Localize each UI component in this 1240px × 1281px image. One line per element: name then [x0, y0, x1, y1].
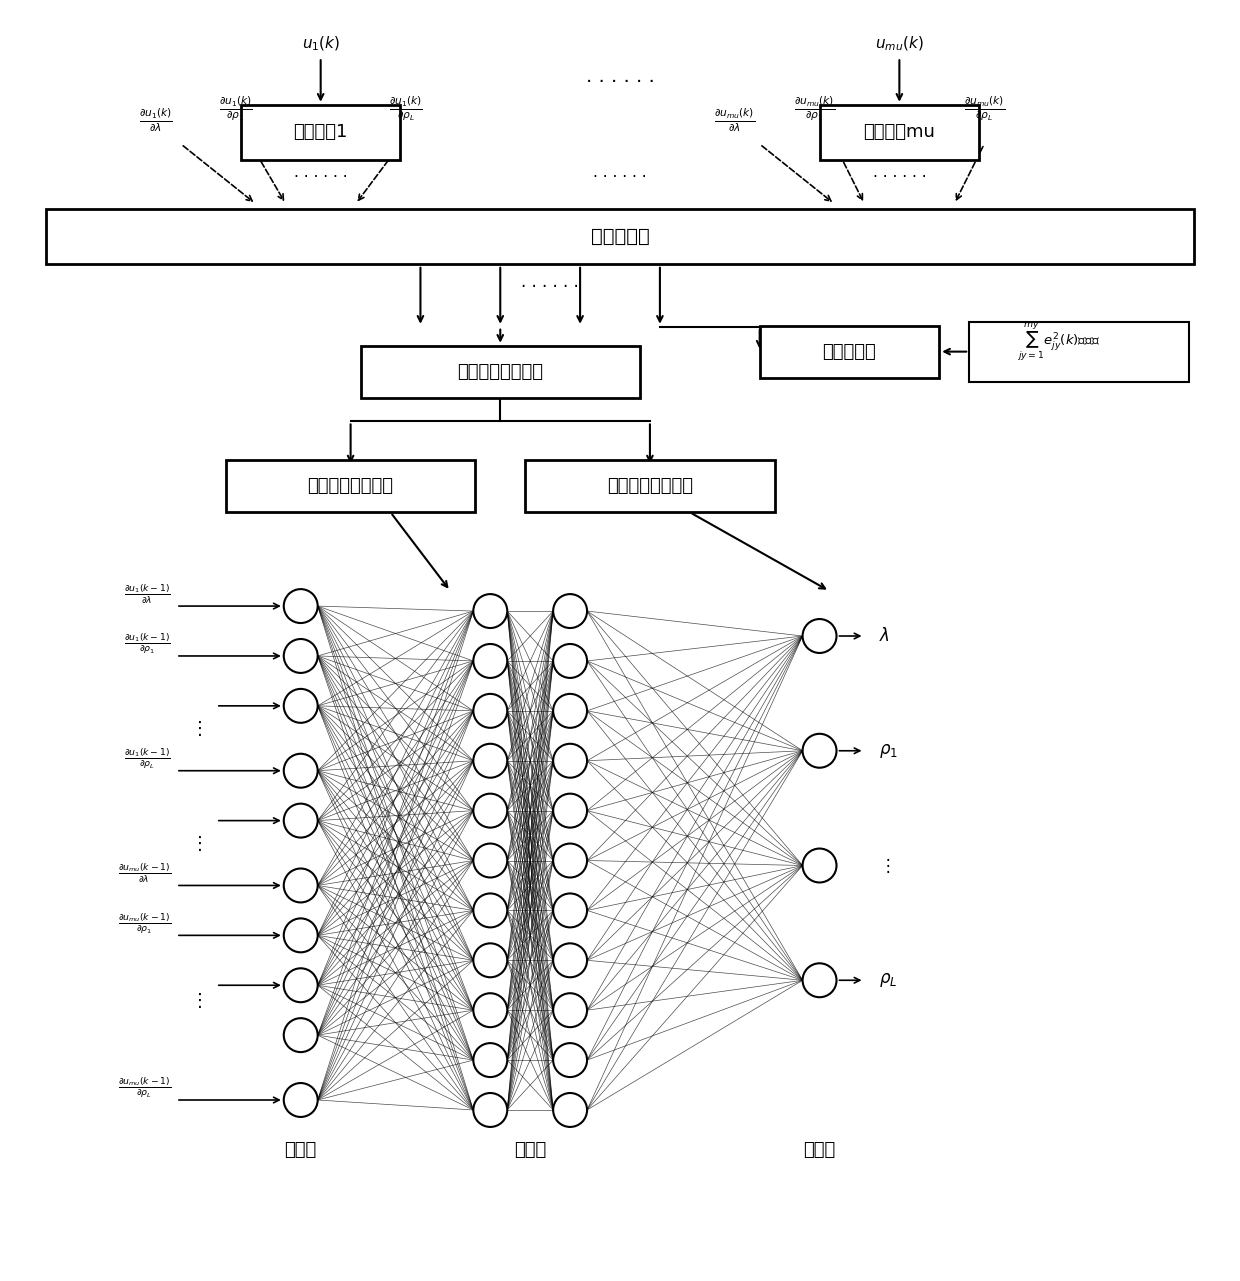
Text: $\vdots$: $\vdots$ — [190, 990, 202, 1009]
Circle shape — [474, 844, 507, 877]
Text: $\sum_{jy=1}^{my} e_{jy}^2(k)$最小化: $\sum_{jy=1}^{my} e_{jy}^2(k)$最小化 — [1018, 320, 1101, 363]
Circle shape — [553, 794, 587, 828]
Circle shape — [553, 1093, 587, 1127]
Circle shape — [474, 1043, 507, 1077]
Circle shape — [553, 993, 587, 1027]
Text: $\rho_L$: $\rho_L$ — [879, 971, 898, 989]
Circle shape — [802, 619, 837, 653]
Circle shape — [284, 869, 317, 902]
Text: $\frac{\partial u_1(k-1)}{\partial \rho_1}$: $\frac{\partial u_1(k-1)}{\partial \rho_… — [124, 632, 171, 656]
Text: 梯度信息mu: 梯度信息mu — [863, 123, 935, 141]
Text: · · · · · ·: · · · · · · — [521, 278, 579, 296]
Text: 梯度信息集: 梯度信息集 — [590, 227, 650, 246]
Text: $\frac{\partial u_{mu}(k)}{\partial \rho_L}$: $\frac{\partial u_{mu}(k)}{\partial \rho… — [963, 95, 1004, 123]
Circle shape — [553, 1043, 587, 1077]
Text: 输出层: 输出层 — [804, 1141, 836, 1159]
Circle shape — [474, 594, 507, 628]
Text: $\frac{\partial u_{mu}(k)}{\partial \lambda}$: $\frac{\partial u_{mu}(k)}{\partial \lam… — [714, 106, 755, 135]
Circle shape — [284, 1018, 317, 1052]
Circle shape — [474, 993, 507, 1027]
Circle shape — [284, 589, 317, 623]
Text: $\frac{\partial u_1(k)}{\partial \lambda}$: $\frac{\partial u_1(k)}{\partial \lambda… — [139, 106, 172, 135]
Text: $u_{mu}(k)$: $u_{mu}(k)$ — [875, 35, 924, 54]
Text: $\frac{\partial u_1(k)}{\partial \rho_1}$: $\frac{\partial u_1(k)}{\partial \rho_1}… — [219, 95, 253, 123]
Text: 输入层: 输入层 — [285, 1141, 317, 1159]
FancyBboxPatch shape — [46, 209, 1194, 264]
Circle shape — [553, 644, 587, 678]
Circle shape — [802, 963, 837, 997]
Text: $\frac{\partial u_1(k)}{\partial \rho_L}$: $\frac{\partial u_1(k)}{\partial \rho_L}… — [388, 95, 423, 123]
Circle shape — [284, 639, 317, 673]
Text: $\frac{\partial u_{mu}(k)}{\partial \rho_1}$: $\frac{\partial u_{mu}(k)}{\partial \rho… — [794, 95, 835, 123]
Text: 系统误差反向传播: 系统误差反向传播 — [458, 363, 543, 380]
Circle shape — [474, 744, 507, 778]
Text: $\frac{\partial u_{mu}(k-1)}{\partial \rho_1}$: $\frac{\partial u_{mu}(k-1)}{\partial \r… — [118, 911, 171, 936]
Text: $\lambda$: $\lambda$ — [879, 626, 890, 646]
FancyBboxPatch shape — [970, 322, 1189, 382]
Circle shape — [284, 968, 317, 1002]
Circle shape — [284, 918, 317, 952]
Text: 更新输出层权系数: 更新输出层权系数 — [606, 478, 693, 496]
Circle shape — [284, 753, 317, 788]
Circle shape — [284, 689, 317, 722]
Text: · · · · · ·: · · · · · · — [294, 169, 347, 184]
Circle shape — [553, 744, 587, 778]
Circle shape — [802, 734, 837, 767]
Text: $\vdots$: $\vdots$ — [879, 856, 890, 875]
Circle shape — [474, 644, 507, 678]
FancyBboxPatch shape — [526, 460, 775, 512]
Circle shape — [553, 594, 587, 628]
Text: 更新隐含层权系数: 更新隐含层权系数 — [308, 478, 393, 496]
Text: $\rho_1$: $\rho_1$ — [879, 742, 898, 760]
Text: 梯度信息1: 梯度信息1 — [294, 123, 348, 141]
FancyBboxPatch shape — [361, 346, 640, 397]
FancyBboxPatch shape — [241, 105, 401, 160]
Text: $\frac{\partial u_{mu}(k-1)}{\partial \rho_L}$: $\frac{\partial u_{mu}(k-1)}{\partial \r… — [118, 1076, 171, 1100]
Text: $\frac{\partial u_1(k-1)}{\partial \rho_L}$: $\frac{\partial u_1(k-1)}{\partial \rho_… — [124, 747, 171, 771]
Circle shape — [474, 1093, 507, 1127]
Text: 梯度下降法: 梯度下降法 — [822, 342, 877, 361]
Text: $u_1(k)$: $u_1(k)$ — [301, 35, 340, 54]
FancyBboxPatch shape — [760, 325, 939, 378]
Circle shape — [553, 943, 587, 977]
FancyBboxPatch shape — [820, 105, 980, 160]
Circle shape — [553, 844, 587, 877]
Circle shape — [284, 803, 317, 838]
Circle shape — [553, 893, 587, 927]
Text: · · · · · ·: · · · · · · — [873, 169, 926, 184]
Text: 隐含层: 隐含层 — [515, 1141, 547, 1159]
FancyBboxPatch shape — [226, 460, 475, 512]
Text: $\vdots$: $\vdots$ — [190, 834, 202, 853]
Text: $\frac{\partial u_{mu}(k-1)}{\partial \lambda}$: $\frac{\partial u_{mu}(k-1)}{\partial \l… — [118, 862, 171, 885]
Circle shape — [474, 893, 507, 927]
Circle shape — [474, 943, 507, 977]
Text: · · · · · ·: · · · · · · — [585, 73, 655, 92]
Text: $\frac{\partial u_1(k-1)}{\partial \lambda}$: $\frac{\partial u_1(k-1)}{\partial \lamb… — [124, 583, 171, 606]
Circle shape — [802, 848, 837, 883]
Circle shape — [474, 694, 507, 728]
Circle shape — [474, 794, 507, 828]
Circle shape — [284, 1082, 317, 1117]
Text: · · · · · ·: · · · · · · — [593, 169, 647, 184]
Text: $\vdots$: $\vdots$ — [190, 719, 202, 738]
Circle shape — [553, 694, 587, 728]
